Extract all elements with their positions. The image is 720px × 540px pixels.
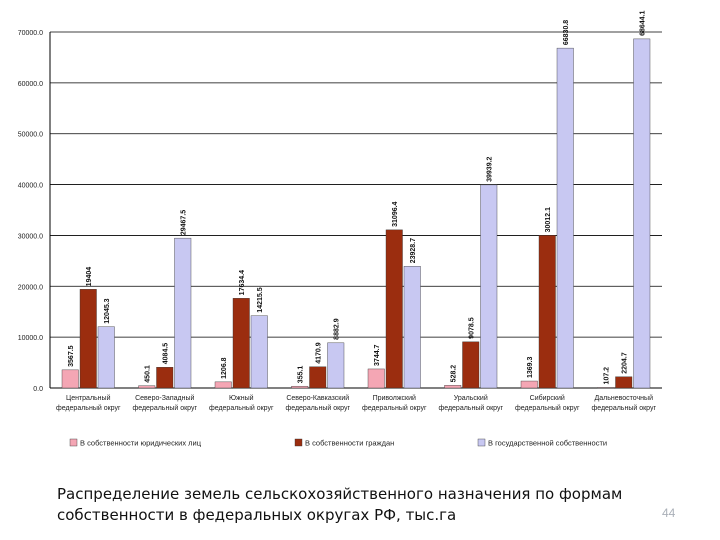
bar [615,376,633,389]
y-tick-label: 20000.0 [18,284,43,291]
x-category-label: федеральный округ [362,404,427,412]
bar [309,366,327,389]
legend-entry: В собственности юридических лиц [80,439,202,448]
bar [174,237,192,389]
y-tick-label: 40000.0 [18,183,43,190]
data-label: 3744.7 [374,344,381,366]
x-category-label: федеральный округ [438,404,503,412]
data-label: 29467.5 [181,210,188,235]
x-category-label: федеральный округ [515,404,580,412]
bar [97,326,115,389]
legend-entry: В государственной собственности [488,439,607,448]
data-label: 30012.1 [545,207,552,232]
x-category-label: федеральный округ [285,404,350,412]
bar [327,342,345,389]
data-label: 4084.5 [163,343,170,365]
data-label: 14215.5 [257,287,264,312]
bar [520,380,538,389]
x-category-label: Приволжский [373,394,416,402]
y-tick-label: 60000.0 [18,81,43,88]
bar [597,387,615,389]
bar [291,385,309,389]
data-label: 107.2 [604,367,611,385]
data-label: 66830.8 [563,20,570,45]
bar [480,184,498,389]
y-tick-label: 30000.0 [18,233,43,240]
bar [250,315,268,389]
data-label: 528.2 [451,365,458,383]
bar [79,289,97,389]
legend-swatch [294,438,303,447]
data-label: 4170.9 [316,342,323,364]
page-number: 44 [662,506,676,520]
bar [403,266,421,389]
x-category-label: Северо-Кавказский [286,394,349,402]
x-category-label: Южный [229,394,254,402]
x-category-label: Дальневосточный [595,394,654,402]
data-label: 3567.5 [68,345,75,367]
x-category-label: федеральный округ [209,404,274,412]
slide-caption: Распределение земель сельскохозяйственно… [57,484,657,526]
y-tick-label: 70000.0 [18,30,43,37]
legend-swatch [477,438,486,447]
bar [156,367,174,389]
data-label: 1206.8 [221,357,228,379]
x-category-label: Центральный [66,394,111,402]
bar [138,385,156,389]
bar [232,298,250,389]
data-label: 19404 [86,267,93,287]
y-tick-label: 0.0 [33,386,43,393]
data-label: 450.1 [145,365,152,383]
data-label: 39939.2 [487,156,494,181]
y-tick-label: 10000.0 [18,335,43,342]
data-label: 8882.9 [334,318,341,340]
bar [556,47,574,389]
legend-swatch [69,438,78,447]
data-label: 68644.1 [640,10,647,35]
x-category-label: федеральный округ [56,404,121,412]
x-category-label: Сибирский [530,394,565,402]
x-category-label: федеральный округ [132,404,197,412]
caption-line-1: Распределение земель сельскохозяйственно… [57,485,623,503]
data-label: 2204.7 [622,352,629,374]
bar [444,385,462,389]
x-category-label: Уральский [454,394,488,402]
data-label: 9078.5 [469,317,476,339]
bar [633,38,651,389]
bar [61,369,79,389]
y-tick-label: 50000.0 [18,132,43,139]
x-category-label: федеральный округ [591,404,656,412]
data-label: 12045.3 [104,298,111,323]
data-label: 31096.4 [392,201,399,226]
bar [538,235,556,389]
caption-line-2: собственности в федеральных округах РФ, … [57,506,457,524]
data-label: 17634.4 [239,270,246,295]
bar [385,229,403,389]
data-label: 355.1 [298,366,305,384]
bar [367,368,385,389]
legend-entry: В собственности граждан [305,439,394,448]
data-label: 23928.7 [410,238,417,263]
bar [462,341,480,389]
bar [214,381,232,389]
x-category-label: Северо-Западный [135,394,194,402]
data-label: 1369.3 [527,357,534,379]
